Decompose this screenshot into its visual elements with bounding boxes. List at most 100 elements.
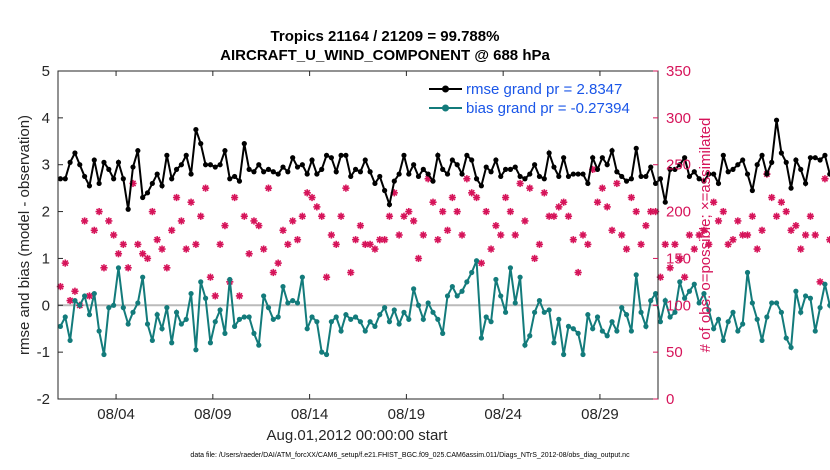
obs-marker xyxy=(322,273,331,281)
data-point xyxy=(546,307,552,313)
data-point xyxy=(570,326,576,332)
data-point xyxy=(541,176,547,182)
data-point xyxy=(198,141,204,147)
data-point xyxy=(711,326,717,332)
data-point xyxy=(430,178,436,184)
data-point xyxy=(173,309,180,315)
data-point xyxy=(449,283,455,290)
obs-marker xyxy=(298,212,306,220)
data-point xyxy=(585,312,591,318)
obs-marker xyxy=(492,222,500,230)
data-point xyxy=(614,169,620,175)
obs-marker xyxy=(100,264,108,272)
data-point xyxy=(362,328,368,334)
obs-marker xyxy=(182,245,190,253)
obs-marker xyxy=(506,207,515,216)
obs-marker xyxy=(501,193,510,202)
data-point xyxy=(744,171,751,177)
legend-bias-marker xyxy=(442,104,449,112)
data-point xyxy=(740,321,746,327)
obs-marker xyxy=(453,207,461,216)
obs-marker xyxy=(332,240,340,248)
obs-marker xyxy=(356,222,365,230)
y-tick-label: 5 xyxy=(42,63,50,80)
chart-subtitle: AIRCRAFT_U_WIND_COMPONENT @ 688 hPa xyxy=(220,47,550,64)
data-point xyxy=(425,171,431,177)
rmse-series xyxy=(57,117,830,212)
data-point xyxy=(657,176,664,182)
data-point xyxy=(648,164,654,170)
obs-marker xyxy=(627,193,635,202)
data-point xyxy=(464,279,470,285)
data-point xyxy=(827,171,830,177)
data-point xyxy=(706,307,712,313)
data-point xyxy=(207,340,214,346)
data-point xyxy=(67,159,73,165)
y-tick-label-right: 250 xyxy=(666,157,691,174)
data-point xyxy=(265,305,272,311)
x-tick-label: 08/04 xyxy=(97,406,135,423)
data-point xyxy=(382,305,388,311)
data-point xyxy=(725,169,731,175)
data-point xyxy=(406,316,412,322)
data-point xyxy=(130,309,136,315)
data-point xyxy=(198,279,204,285)
data-point xyxy=(604,162,610,168)
data-point xyxy=(764,314,770,320)
data-point xyxy=(754,162,760,168)
obs-marker xyxy=(477,259,485,267)
obs-marker xyxy=(743,231,752,239)
data-point xyxy=(72,150,78,156)
obs-marker xyxy=(613,179,621,188)
data-point xyxy=(483,314,489,320)
obs-marker xyxy=(816,278,824,286)
data-point xyxy=(299,274,305,280)
y-tick-label: 1 xyxy=(42,250,50,267)
obs-marker xyxy=(801,231,810,239)
obs-marker xyxy=(405,207,413,216)
data-point xyxy=(348,173,354,180)
data-point xyxy=(812,328,818,334)
data-point xyxy=(512,164,518,170)
data-point xyxy=(590,326,596,332)
data-point xyxy=(546,150,552,156)
data-point xyxy=(57,176,64,182)
data-point xyxy=(449,157,455,163)
data-point xyxy=(483,164,489,170)
data-point xyxy=(357,319,364,325)
data-point xyxy=(556,173,562,180)
data-point xyxy=(517,173,523,180)
data-point xyxy=(202,162,209,168)
data-point xyxy=(643,323,649,329)
data-point xyxy=(657,319,664,325)
obs-marker xyxy=(269,268,277,277)
obs-marker xyxy=(206,273,215,281)
y-tick-label: 0 xyxy=(42,297,50,314)
data-point xyxy=(236,178,243,184)
data-point xyxy=(178,162,184,168)
obs-marker xyxy=(526,184,534,192)
data-point xyxy=(440,166,446,172)
data-point xyxy=(735,162,741,168)
data-point xyxy=(294,300,301,306)
legend-bias-label: bias grand pr = -0.27394 xyxy=(466,100,630,117)
obs-marker xyxy=(560,198,568,206)
data-point xyxy=(677,162,683,168)
data-point xyxy=(232,323,238,329)
data-point xyxy=(241,141,247,147)
obs-marker xyxy=(216,240,224,248)
data-point xyxy=(565,173,572,180)
y-axis-label: rmse and bias (model - observation) xyxy=(16,115,33,355)
data-point xyxy=(411,286,417,292)
data-point xyxy=(638,309,644,315)
data-point xyxy=(565,323,572,329)
data-point xyxy=(594,314,601,320)
data-point xyxy=(323,351,330,358)
data-point xyxy=(744,269,751,276)
data-point xyxy=(720,337,726,344)
data-point xyxy=(159,183,165,189)
data-point xyxy=(401,309,407,315)
data-point xyxy=(691,281,697,287)
data-point xyxy=(802,293,809,299)
data-point xyxy=(149,180,155,187)
